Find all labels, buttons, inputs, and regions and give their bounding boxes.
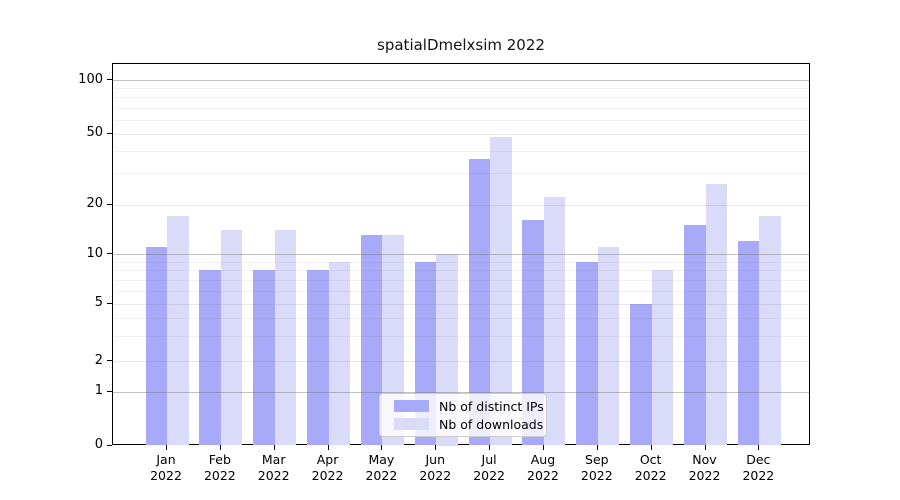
bar-apr-downloads [328,261,351,446]
bar-oct-downloads [651,269,674,446]
y-tick-mark-10 [107,253,112,254]
plot-area [112,63,810,446]
y-tick-label-100: 100 [78,71,103,87]
legend-label-downloads: Nb of downloads [439,416,544,432]
legend-item-distinct-ips: Nb of distinct IPs [394,398,544,414]
bar-mar-distinct-ips [253,269,275,446]
y-tick-mark-2 [107,360,112,361]
bar-jan-distinct-ips [145,247,167,446]
chart-title: spatialDmelxsim 2022 [377,36,545,54]
x-tick-label-may: May 2022 [365,452,398,483]
x-tick-mark-may [381,445,383,450]
bar-may-distinct-ips [360,235,383,446]
bar-jan-downloads [167,216,189,446]
legend-swatch-distinct-ips [394,400,429,412]
x-tick-mark-aug [542,445,544,450]
gridline-5 [113,303,809,305]
x-tick-mark-mar [273,445,275,450]
gridline-90 [113,88,809,90]
gridline-50 [113,133,809,135]
gridline-10 [113,254,809,255]
x-tick-mark-feb [219,445,221,450]
bar-nov-downloads [705,184,727,446]
bars-layer [113,64,809,446]
bar-aug-distinct-ips [522,220,544,446]
y-tick-label-5: 5 [94,295,103,311]
y-tick-mark-1 [107,390,112,392]
bar-may-downloads [382,235,404,446]
x-tick-mark-jan [166,445,167,450]
gridline-30 [113,173,809,175]
y-tick-mark-0 [107,444,112,446]
x-tick-label-aug: Aug 2022 [527,452,559,483]
y-tick-mark-50 [107,132,112,134]
y-tick-label-1: 1 [94,383,103,399]
x-tick-mark-sep [596,445,598,450]
gridline-80 [113,97,809,99]
x-tick-mark-oct [650,445,652,450]
x-tick-mark-dec [758,445,760,450]
bar-dec-distinct-ips [737,240,760,446]
x-tick-mark-apr [327,445,329,450]
bar-feb-downloads [220,229,243,446]
x-tick-mark-jun [435,445,437,450]
x-tick-label-feb: Feb 2022 [203,452,236,483]
y-tick-label-10: 10 [86,245,103,261]
grid-layer [113,64,809,444]
x-tick-label-oct: Oct 2022 [634,452,667,483]
gridline-3 [113,335,809,337]
bar-jul-distinct-ips [468,159,491,446]
x-tick-mark-jul [489,445,491,450]
legend-label-distinct-ips: Nb of distinct IPs [439,398,544,414]
x-tick-label-dec: Dec 2022 [742,452,775,483]
x-tick-label-nov: Nov 2022 [688,452,721,483]
bar-aug-downloads [543,197,566,446]
gridline-6 [113,290,809,292]
bar-feb-distinct-ips [199,269,221,446]
gridline-7 [113,279,809,281]
bar-nov-distinct-ips [684,225,706,446]
y-tick-label-0: 0 [94,437,103,452]
gridline-2 [113,361,809,362]
y-tick-mark-100 [107,79,112,81]
bar-jul-downloads [490,136,512,446]
x-tick-label-jul: Jul 2022 [473,452,505,483]
bar-sep-downloads [597,247,620,446]
y-tick-mark-5 [107,302,112,304]
gridline-4 [113,317,809,319]
x-tick-label-jun: Jun 2022 [419,452,452,483]
x-tick-label-mar: Mar 2022 [257,452,290,483]
gridline-8 [113,269,809,271]
bar-dec-downloads [759,216,781,446]
gridline-1 [113,391,809,393]
x-tick-mark-nov [704,445,706,450]
bar-mar-downloads [274,229,297,446]
y-tick-label-2: 2 [94,352,103,368]
x-tick-label-jan: Jan 2022 [150,452,182,483]
gridline-60 [113,119,809,121]
x-tick-label-sep: Sep 2022 [580,452,613,483]
gridline-40 [113,150,809,152]
legend-swatch-downloads [394,418,429,430]
gridline-9 [113,261,809,263]
x-tick-label-apr: Apr 2022 [311,452,344,483]
legend-item-downloads: Nb of downloads [394,416,543,432]
gridline-70 [113,107,809,109]
bar-sep-distinct-ips [576,261,598,446]
y-tick-mark-20 [107,203,112,205]
y-tick-label-20: 20 [86,196,103,211]
legend: Nb of distinct IPs Nb of downloads [379,393,547,437]
gridline-100 [113,80,809,82]
bar-apr-distinct-ips [307,269,329,446]
y-tick-label-50: 50 [86,125,103,141]
bar-oct-distinct-ips [630,303,652,446]
gridline-20 [113,204,809,206]
